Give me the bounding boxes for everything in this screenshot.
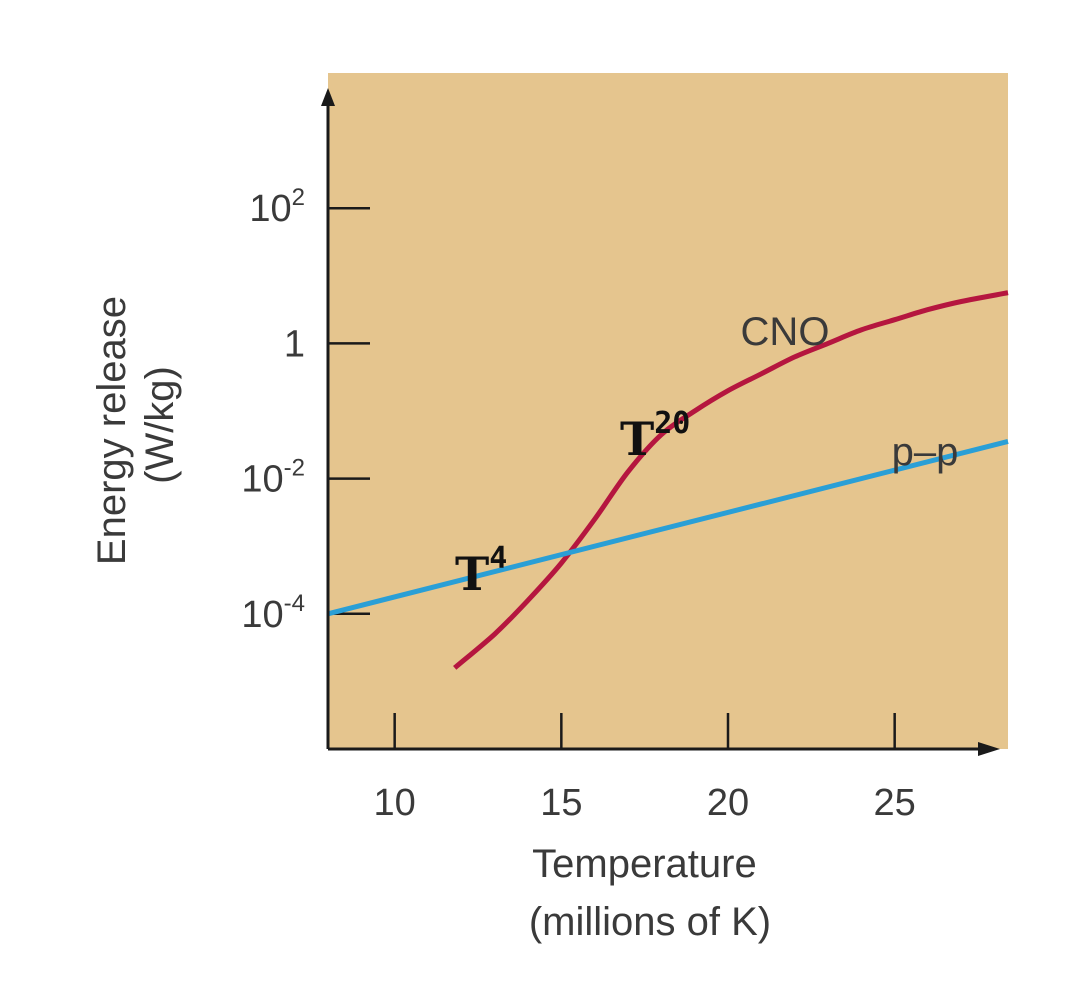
y-tick-label-base: 10 bbox=[241, 594, 283, 636]
y-tick-label: 1 bbox=[284, 323, 305, 365]
axes bbox=[321, 88, 1000, 756]
x-axis-title: Temperature (millions of K) bbox=[529, 842, 771, 944]
annotation-t20: T20 bbox=[620, 406, 690, 466]
y-tick-label-base: 1 bbox=[284, 323, 305, 365]
annotation-t4-base: T bbox=[455, 547, 489, 601]
y-axis-title-line-2: (W/kg) bbox=[138, 366, 182, 484]
x-axis-arrow-icon bbox=[978, 742, 1000, 756]
x-tick-label: 15 bbox=[540, 782, 582, 824]
x-tick-label: 25 bbox=[874, 782, 916, 824]
y-tick-label-base: 10 bbox=[241, 459, 283, 501]
y-tick-label: 10-2 bbox=[241, 455, 305, 501]
series-layer bbox=[327, 290, 1009, 670]
y-tick-label-base: 10 bbox=[249, 188, 291, 230]
annotation-t4-exponent: 4 bbox=[489, 541, 507, 576]
svg-text:Energy release (W/kg): Energy release (W/kg) bbox=[90, 285, 182, 565]
y-tick-label-exponent: -2 bbox=[284, 455, 305, 482]
plot-area bbox=[328, 73, 1008, 749]
y-axis-title-line-1: Energy release bbox=[90, 296, 134, 565]
cno-series-line bbox=[453, 290, 1009, 670]
x-axis-title-line-2: (millions of K) bbox=[529, 900, 771, 944]
annotation-t20-exponent: 20 bbox=[654, 406, 690, 441]
y-axis-title: Energy release (W/kg) bbox=[90, 285, 182, 565]
x-axis-title-line-1: Temperature bbox=[532, 842, 757, 886]
pp-series-line bbox=[327, 438, 1009, 617]
x-tick-label: 20 bbox=[707, 782, 749, 824]
y-tick-label: 10-4 bbox=[241, 590, 305, 636]
x-tick-label: 10 bbox=[374, 782, 416, 824]
annotation-t4: T4 bbox=[455, 541, 507, 601]
y-axis-arrow-icon bbox=[321, 88, 335, 106]
y-tick-label-exponent: 2 bbox=[292, 184, 305, 211]
annotation-t20-base: T bbox=[620, 412, 654, 466]
series-label-cno: CNO bbox=[741, 310, 830, 354]
series-label-pp: p–p bbox=[892, 430, 959, 474]
y-tick-label: 102 bbox=[249, 184, 305, 230]
y-tick-label-exponent: -4 bbox=[284, 590, 305, 617]
